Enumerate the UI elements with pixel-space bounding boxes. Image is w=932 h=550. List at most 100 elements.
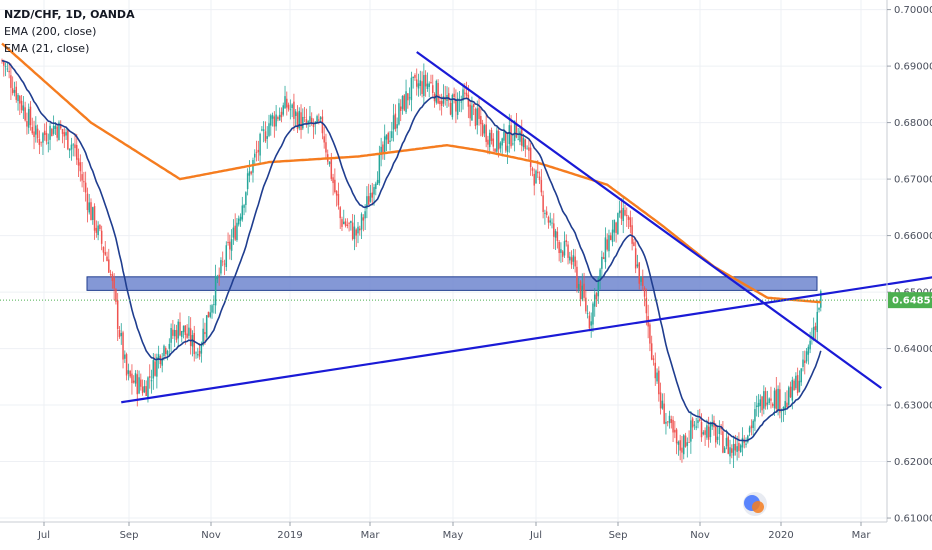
candle-body [154,361,156,376]
candle-body [214,275,217,306]
x-tick-label: 2019 [277,530,302,541]
candle-body [266,136,268,139]
candle-body [453,93,455,98]
candle-body [225,245,228,268]
candle-body [38,138,41,145]
candle-body [165,348,167,354]
candle-body [777,388,779,411]
candle-body [29,106,32,126]
candle-body [585,297,587,312]
candle-body [84,182,87,193]
candle-body [716,436,719,440]
candle-body [725,437,728,447]
candle-body [77,158,80,166]
candle-body [613,219,616,233]
y-tick-label: 0.67000 [894,175,932,186]
candle-body [148,376,151,378]
candle-body [757,402,760,407]
candle-body [711,422,713,427]
candle-body [334,179,336,193]
candle-body [307,121,309,124]
candle-body [610,235,612,241]
candle-body [234,225,236,240]
candle-body [572,255,575,262]
candle-body [291,104,293,109]
candle-body [348,222,350,224]
candle-body [490,129,493,141]
candle-body [65,132,67,136]
candle-body [330,158,333,179]
candle-body [597,278,600,297]
candle-body [86,193,89,211]
candle-body [398,103,400,125]
candle-body [391,131,393,138]
trendlines [0,51,932,404]
candle-body [257,149,260,153]
candle-body [549,220,551,223]
candle-body [515,122,518,138]
candle-body [654,362,657,379]
candle-body [63,132,66,137]
candle-body [49,125,51,140]
candle-body [695,426,697,428]
candle-body [382,144,384,153]
candle-body [456,98,459,115]
candle-body [335,190,338,196]
candle-body [638,262,640,284]
candle-body [634,248,637,269]
candle-body [690,420,692,442]
candle-body [125,354,128,376]
candle-body [496,130,498,152]
candle-body [268,123,270,136]
candle-body [223,263,226,265]
candle-body [561,251,564,257]
candle-body [3,60,5,66]
candle-body [748,427,751,433]
candle-body [357,226,359,234]
candle-body [396,124,398,129]
candle-body [140,379,142,387]
candle-body [172,329,174,336]
candle-body [556,231,559,241]
candle-body [706,425,708,438]
candle-body [245,192,247,206]
candle-body [649,324,651,344]
y-tick-label: 0.64000 [894,344,932,355]
candle-body [239,216,242,221]
candle-body [464,92,466,94]
y-tick-label: 0.61000 [894,514,932,525]
candle-body [26,121,28,127]
candle-body [414,74,416,78]
candle-body [510,125,512,147]
candle-body [528,147,530,151]
candle-body [467,94,470,107]
x-tick-label: Nov [690,530,710,541]
symbol-title: NZD/CHF, 1D, OANDA [4,8,135,21]
candle-body [309,116,311,122]
candle-body [318,119,320,121]
candle-body [157,354,160,360]
candle-body [11,88,14,94]
candle-body [789,386,792,398]
candle-body [42,133,44,143]
candle-body [131,373,133,384]
candle-body [45,132,48,142]
candle-body [378,154,381,184]
candle-body [52,125,55,134]
candle-body [745,443,747,445]
y-tick-label: 0.62000 [894,457,932,468]
candle-body [668,415,671,424]
x-tick-label: May [443,530,464,541]
candle-body [132,380,135,383]
candle-body [615,222,617,233]
candle-body [248,171,251,176]
candle-body [83,181,85,183]
candle-body [674,429,676,433]
candle-body [537,171,539,174]
candle-body [451,94,454,118]
candle-body [298,110,301,129]
candle-body [40,141,42,143]
x-tick-label: Sep [120,530,139,541]
